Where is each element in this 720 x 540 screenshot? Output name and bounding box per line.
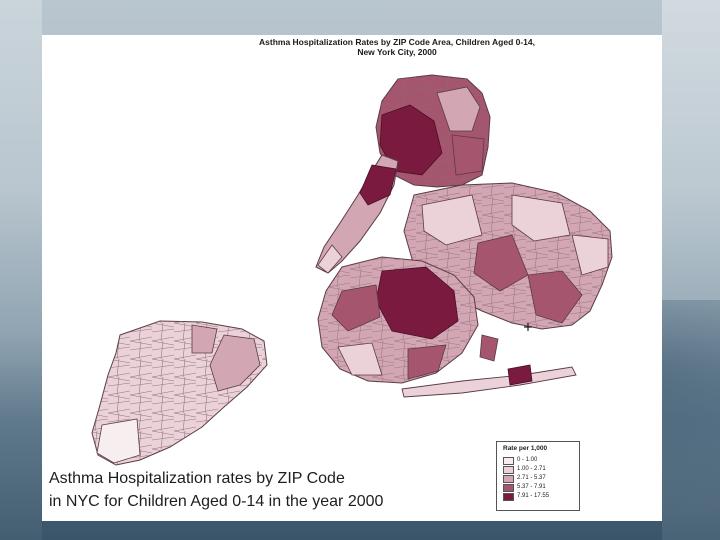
manhattan (315, 154, 399, 274)
slide-content: Asthma Hospitalization Rates by ZIP Code… (42, 35, 662, 521)
legend-label: 5.37 - 7.91 (517, 484, 546, 490)
map-legend: Rate per 1,000 0 - 1.00 1.00 - 2.71 2.71… (496, 441, 580, 511)
caption-line-1: Asthma Hospitalization rates by ZIP Code (49, 470, 345, 487)
legend-title: Rate per 1,000 (503, 445, 548, 452)
caption-line-2: in NYC for Children Aged 0-14 in the yea… (49, 493, 384, 510)
legend-label: 7.91 - 17.55 (517, 493, 550, 499)
legend-label: 0 - 1.00 (517, 457, 538, 463)
legend-swatch (503, 493, 514, 501)
legend-swatch (503, 457, 514, 465)
legend-label: 1.00 - 2.71 (517, 466, 546, 472)
legend-swatch (503, 484, 514, 492)
staten-island (91, 320, 268, 466)
brooklyn (317, 256, 479, 384)
airport-icon (524, 323, 532, 331)
nyc-zip-map (91, 74, 613, 466)
legend-label: 2.71 - 5.37 (517, 475, 546, 481)
legend-swatch (503, 475, 514, 483)
legend-swatch (503, 466, 514, 474)
slide-caption: Asthma Hospitalization rates by ZIP Code… (49, 467, 499, 513)
bronx (375, 74, 491, 188)
map-title: Asthma Hospitalization Rates by ZIP Code… (259, 37, 535, 57)
rockaway-peninsula (401, 334, 577, 398)
